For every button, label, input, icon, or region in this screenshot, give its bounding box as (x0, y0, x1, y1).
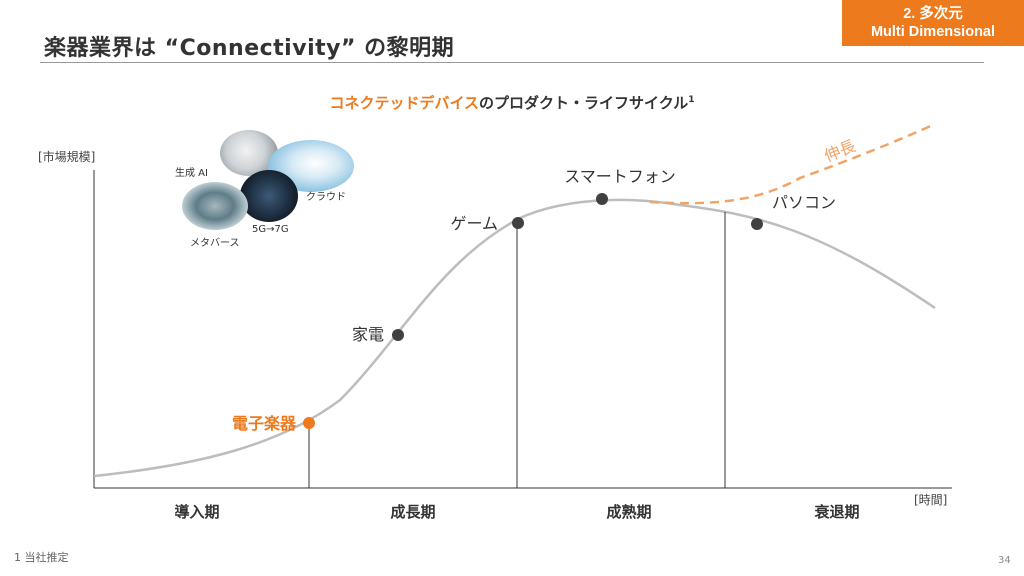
page-title: 楽器業界は “Connectivity” の黎明期 (44, 36, 455, 61)
product-dot-home-appliances (392, 329, 404, 341)
product-label-electronic-instruments: 電子楽器 (232, 414, 297, 433)
metaverse-label: メタバース (190, 238, 240, 249)
diagram-subtitle: コネクテッドデバイスのプロダクト・ライフサイクル1 (0, 92, 1024, 113)
cloud-label: クラウド (306, 192, 346, 203)
lifecycle-curve (93, 198, 936, 478)
subtitle-rest: のプロダクト・ライフサイクル (479, 94, 689, 112)
growth-dashed-curve (649, 122, 936, 205)
phase-label-decline: 衰退期 (813, 503, 859, 521)
subtitle-highlight: コネクテッドデバイス (329, 94, 480, 112)
metaverse-image (182, 182, 248, 230)
product-label-pc: パソコン (772, 193, 836, 212)
product-dot-electronic-instruments (303, 417, 315, 429)
product-label-home-appliances: 家電 (352, 325, 384, 344)
product-dot-games (512, 217, 524, 229)
title-divider (40, 62, 984, 63)
phase-label-maturity: 成熟期 (606, 503, 651, 521)
network-image (240, 170, 298, 222)
page-number: 34 (998, 555, 1011, 566)
section-badge: 2. 多次元 Multi Dimensional (842, 0, 1024, 46)
phase-label-introduction: 導入期 (174, 503, 219, 521)
product-dot-pc (751, 218, 763, 230)
phase-label-growth: 成長期 (390, 503, 435, 521)
network-label: 5G→7G (252, 224, 289, 235)
growth-label: 伸長 (822, 136, 859, 166)
section-badge-number: 2. 多次元 (903, 6, 963, 22)
product-label-games: ゲーム (450, 214, 498, 233)
section-badge-name: Multi Dimensional (870, 24, 996, 40)
subtitle-footnote-ref: 1 (688, 95, 695, 105)
gen-ai-label: 生成 AI (175, 168, 208, 179)
x-axis-label: [時間] (914, 493, 948, 507)
product-dot-smartphone (596, 193, 608, 205)
y-axis-label: [市場規模] (38, 150, 96, 164)
footnote: 1 当社推定 (14, 551, 69, 564)
product-label-smartphone: スマートフォン (564, 167, 676, 186)
